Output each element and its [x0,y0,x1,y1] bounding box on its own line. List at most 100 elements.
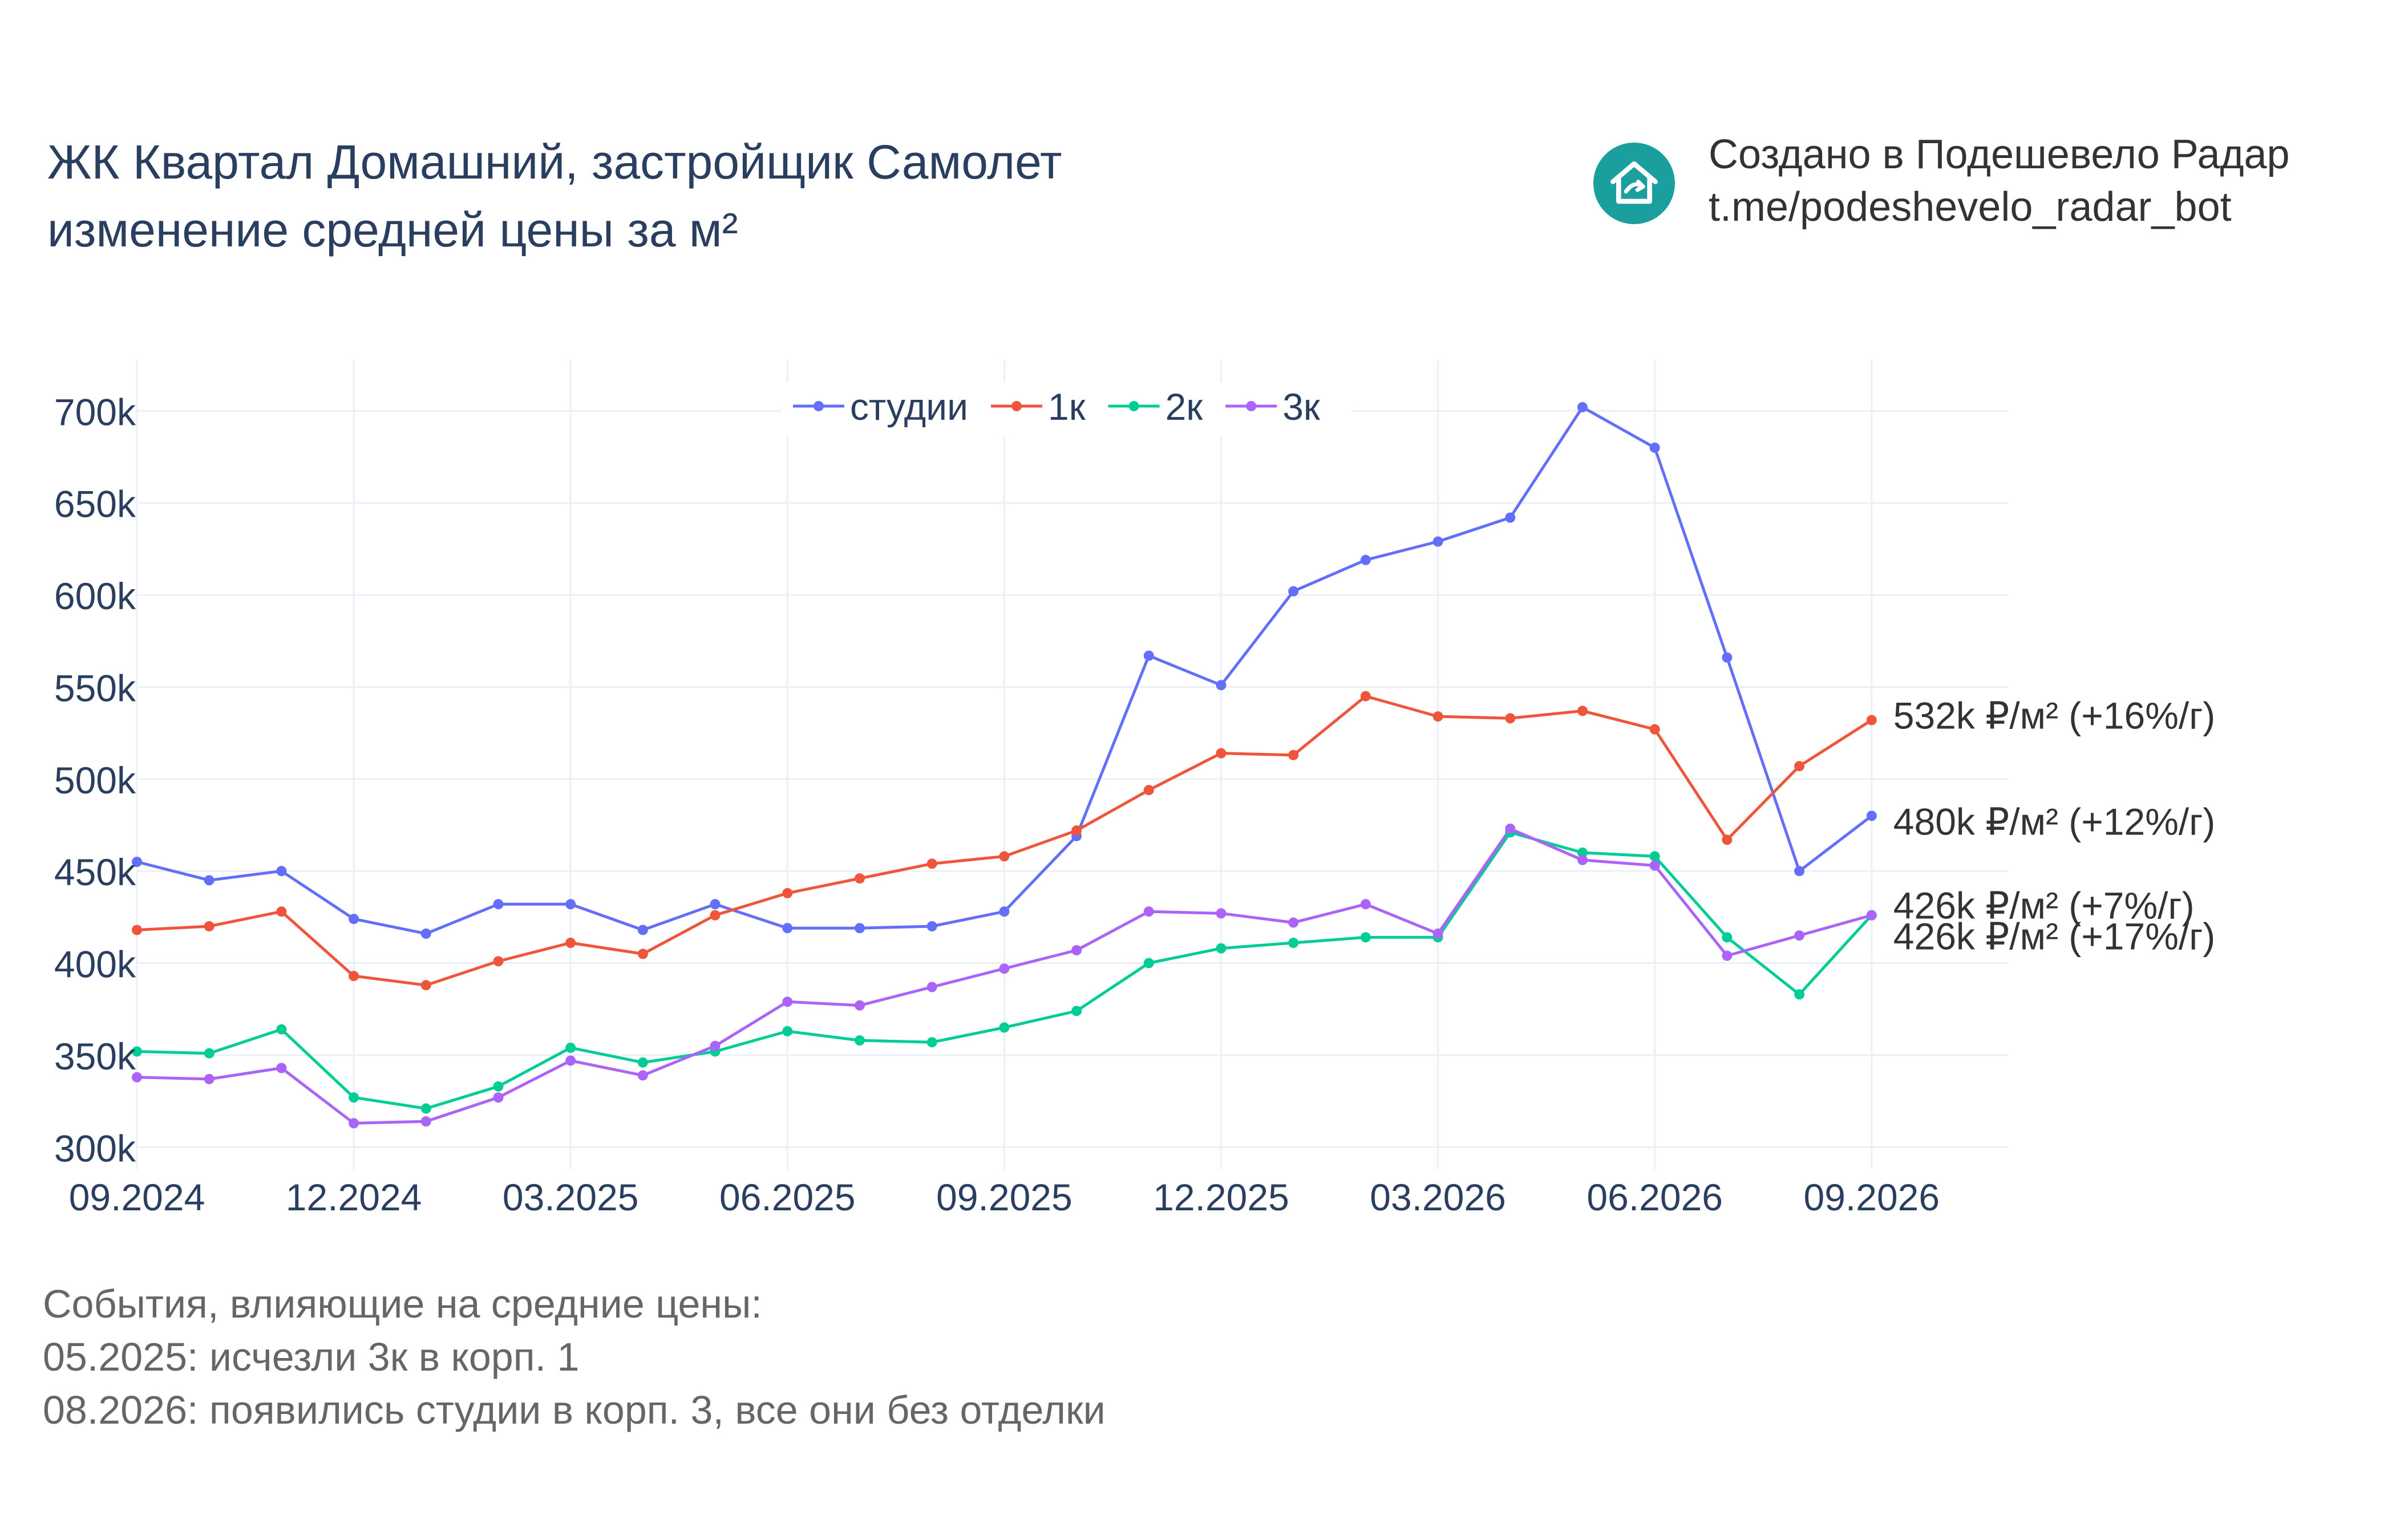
x-tick-label: 09.2024 [69,1176,205,1218]
data-point [1649,860,1660,871]
y-axis-tick-labels: 300k 350k 400k 450k 500k 550k 600k 650k 700k [54,391,136,1169]
y-tick-label: 450k [54,851,136,893]
data-point [349,1118,359,1129]
data-point [1288,938,1299,949]
data-point [1216,908,1227,919]
data-point [637,925,648,935]
data-point [420,1116,431,1127]
data-point [1505,823,1516,834]
credit: Создано в Подешевело Радар t.me/podeshev… [1709,128,2290,233]
data-point [1216,680,1227,691]
x-tick-label: 12.2025 [1153,1176,1289,1218]
title-line-2: изменение средней цены за м² [47,203,738,257]
legend-swatch-marker[interactable] [813,401,824,411]
data-point [1649,851,1660,862]
data-point [1722,652,1733,663]
data-point [1794,930,1805,941]
data-point [204,1048,214,1059]
legend-swatch-marker[interactable] [1011,401,1022,411]
data-point [493,1092,504,1103]
data-point [637,1070,648,1081]
data-point [132,1072,142,1083]
data-point [710,1040,721,1051]
data-point [1722,950,1733,961]
data-point [132,925,142,935]
data-point [1143,650,1154,661]
data-point [855,1035,865,1046]
data-point [1866,715,1877,726]
data-point [1649,724,1660,735]
data-point [1288,917,1299,928]
data-point [855,923,865,934]
data-point [1722,932,1733,943]
data-point [1577,706,1588,716]
data-point [637,949,648,959]
data-point [637,1057,648,1068]
data-point [999,1022,1010,1033]
data-point [493,899,504,910]
data-point [926,982,937,992]
credit-line-1: Создано в Подешевело Радар [1709,132,2290,177]
data-point [493,956,504,967]
data-point [926,921,937,931]
data-point [999,963,1010,974]
data-point [1216,943,1227,954]
data-point [1577,854,1588,865]
legend: студии 1к 2к 3к [782,382,1352,436]
data-point [1360,554,1371,565]
data-point [1432,711,1443,722]
data-point [132,1046,142,1057]
data-point [1577,847,1588,858]
y-tick-label: 400k [54,943,136,986]
data-point [276,1063,287,1073]
end-labels: 532k ₽/м² (+16%/г) 480k ₽/м² (+12%/г) 426k… [1893,695,2215,958]
data-point [276,906,287,917]
data-point [276,1024,287,1035]
x-tick-label: 06.2025 [719,1176,856,1218]
data-point [926,858,937,869]
y-tick-label: 300k [54,1127,136,1169]
legend-item-label[interactable]: 3к [1282,386,1321,428]
data-point [1143,785,1154,796]
data-point [204,921,214,931]
x-tick-label: 09.2026 [1804,1176,1940,1218]
data-point [349,914,359,925]
events-heading: События, влияющие на средние цены: [43,1282,762,1326]
data-point [782,923,793,934]
legend-item-label[interactable]: 1к [1048,386,1086,428]
y-tick-label: 650k [54,483,136,525]
data-point [1432,928,1443,939]
series-markers [132,402,1877,1129]
data-point [349,1092,359,1103]
legend-swatch-marker[interactable] [1246,401,1257,411]
data-point [420,928,431,939]
data-point [1866,910,1877,921]
data-point [1649,442,1660,453]
credit-link[interactable]: t.me/podeshevelo_radar_bot [1709,184,2232,230]
data-point [1143,906,1154,917]
data-point [349,971,359,982]
data-point [1360,899,1371,910]
grid [136,359,2008,1169]
data-point [1071,1006,1082,1016]
data-point [493,1081,504,1092]
x-axis-tick-labels: 09.2024 12.2024 03.2025 06.2025 09.2025 12.20… [69,1176,1940,1218]
data-point [1360,932,1371,943]
x-tick-label: 03.2025 [503,1176,639,1218]
house-logo-icon [1593,143,1675,224]
x-tick-label: 12.2024 [286,1176,422,1218]
x-tick-label: 06.2026 [1586,1176,1723,1218]
legend-item-label[interactable]: студии [850,386,968,428]
end-label: 480k ₽/м² (+12%/г) [1893,800,2215,842]
data-point [132,857,142,868]
event-item: 05.2025: исчезли 3к в корп. 1 [43,1335,580,1379]
events-note: События, влияющие на средние цены: 05.20… [43,1278,1106,1437]
data-point [1288,586,1299,597]
data-point [782,1026,793,1036]
data-point [1432,536,1443,547]
legend-item-label[interactable]: 2к [1165,386,1204,428]
x-tick-label: 09.2025 [936,1176,1072,1218]
data-point [565,1043,576,1053]
legend-swatch-marker[interactable] [1128,401,1139,411]
